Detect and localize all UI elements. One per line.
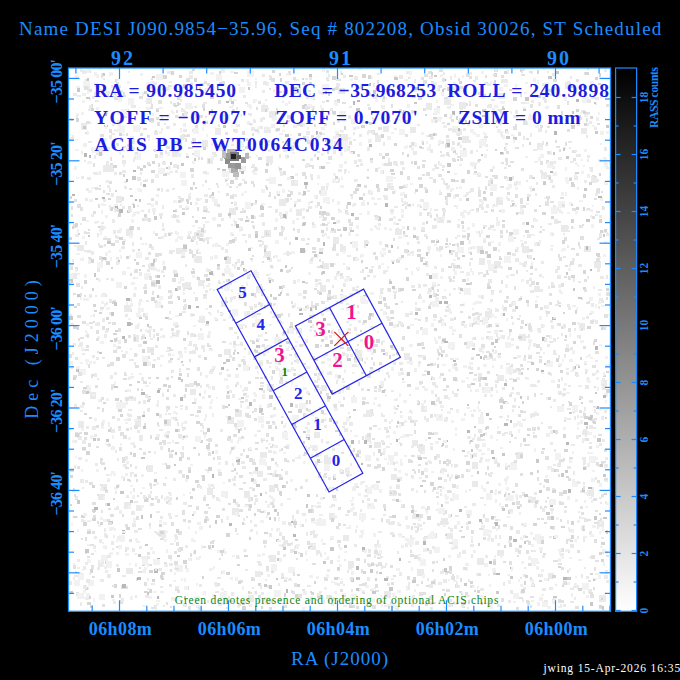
- svg-text:8: 8: [638, 379, 650, 385]
- svg-text:06h06m: 06h06m: [198, 619, 261, 639]
- svg-text:06h02m: 06h02m: [416, 619, 479, 639]
- svg-text:ZSIM = 0 mm: ZSIM = 0 mm: [458, 107, 581, 128]
- svg-text:ZOFF = 0.7070': ZOFF = 0.7070': [276, 107, 419, 128]
- svg-text:−35 40': −35 40': [48, 224, 65, 268]
- svg-text:2: 2: [332, 348, 343, 372]
- svg-text:RA = 90.985450: RA = 90.985450: [94, 80, 237, 101]
- svg-text:06h08m: 06h08m: [89, 619, 152, 639]
- svg-text:4: 4: [638, 493, 650, 499]
- svg-text:4: 4: [256, 315, 265, 334]
- svg-text:6: 6: [638, 436, 650, 442]
- svg-text:YOFF = −0.707': YOFF = −0.707': [94, 107, 248, 128]
- svg-text:2: 2: [294, 384, 303, 403]
- svg-text:1: 1: [313, 415, 322, 434]
- svg-text:2: 2: [638, 550, 650, 556]
- svg-text:90: 90: [547, 47, 571, 69]
- svg-text:0: 0: [332, 451, 341, 470]
- svg-text:Name DESI J090.9854−35.96, Seq: Name DESI J090.9854−35.96, Seq # 802208,…: [19, 18, 662, 39]
- svg-text:DEC = −35.968253: DEC = −35.968253: [274, 80, 436, 101]
- svg-text:−36 00': −36 00': [48, 307, 65, 351]
- svg-text:Green denotes presence and ord: Green denotes presence and ordering of o…: [175, 594, 499, 607]
- svg-text:0: 0: [638, 607, 650, 613]
- svg-text:RA (J2000): RA (J2000): [291, 648, 389, 670]
- svg-text:92: 92: [111, 47, 135, 69]
- svg-text:RASS counts: RASS counts: [648, 67, 660, 129]
- svg-text:06h00m: 06h00m: [525, 619, 588, 639]
- svg-text:jwing 15-Apr-2026 16:35: jwing 15-Apr-2026 16:35: [543, 662, 680, 675]
- svg-text:5: 5: [238, 283, 247, 302]
- svg-text:16: 16: [638, 149, 650, 161]
- svg-text:10: 10: [638, 320, 650, 332]
- svg-text:3: 3: [315, 317, 326, 341]
- svg-text:06h04m: 06h04m: [307, 619, 370, 639]
- svg-text:−36 20': −36 20': [48, 389, 65, 433]
- svg-text:ACIS PB = WT0064C034: ACIS PB = WT0064C034: [95, 134, 345, 155]
- svg-text:0: 0: [364, 330, 375, 354]
- svg-text:1: 1: [346, 300, 357, 324]
- svg-text:14: 14: [638, 206, 650, 218]
- svg-text:Dec (J2000): Dec (J2000): [22, 275, 43, 418]
- svg-text:−35 20': −35 20': [48, 142, 65, 186]
- svg-text:1: 1: [282, 364, 289, 379]
- svg-text:ROLL = 240.9898: ROLL = 240.9898: [447, 80, 610, 101]
- svg-text:−36 40': −36 40': [48, 471, 65, 515]
- svg-text:91: 91: [329, 47, 353, 69]
- svg-text:12: 12: [638, 263, 650, 275]
- svg-text:−35 00': −35 00': [48, 59, 65, 103]
